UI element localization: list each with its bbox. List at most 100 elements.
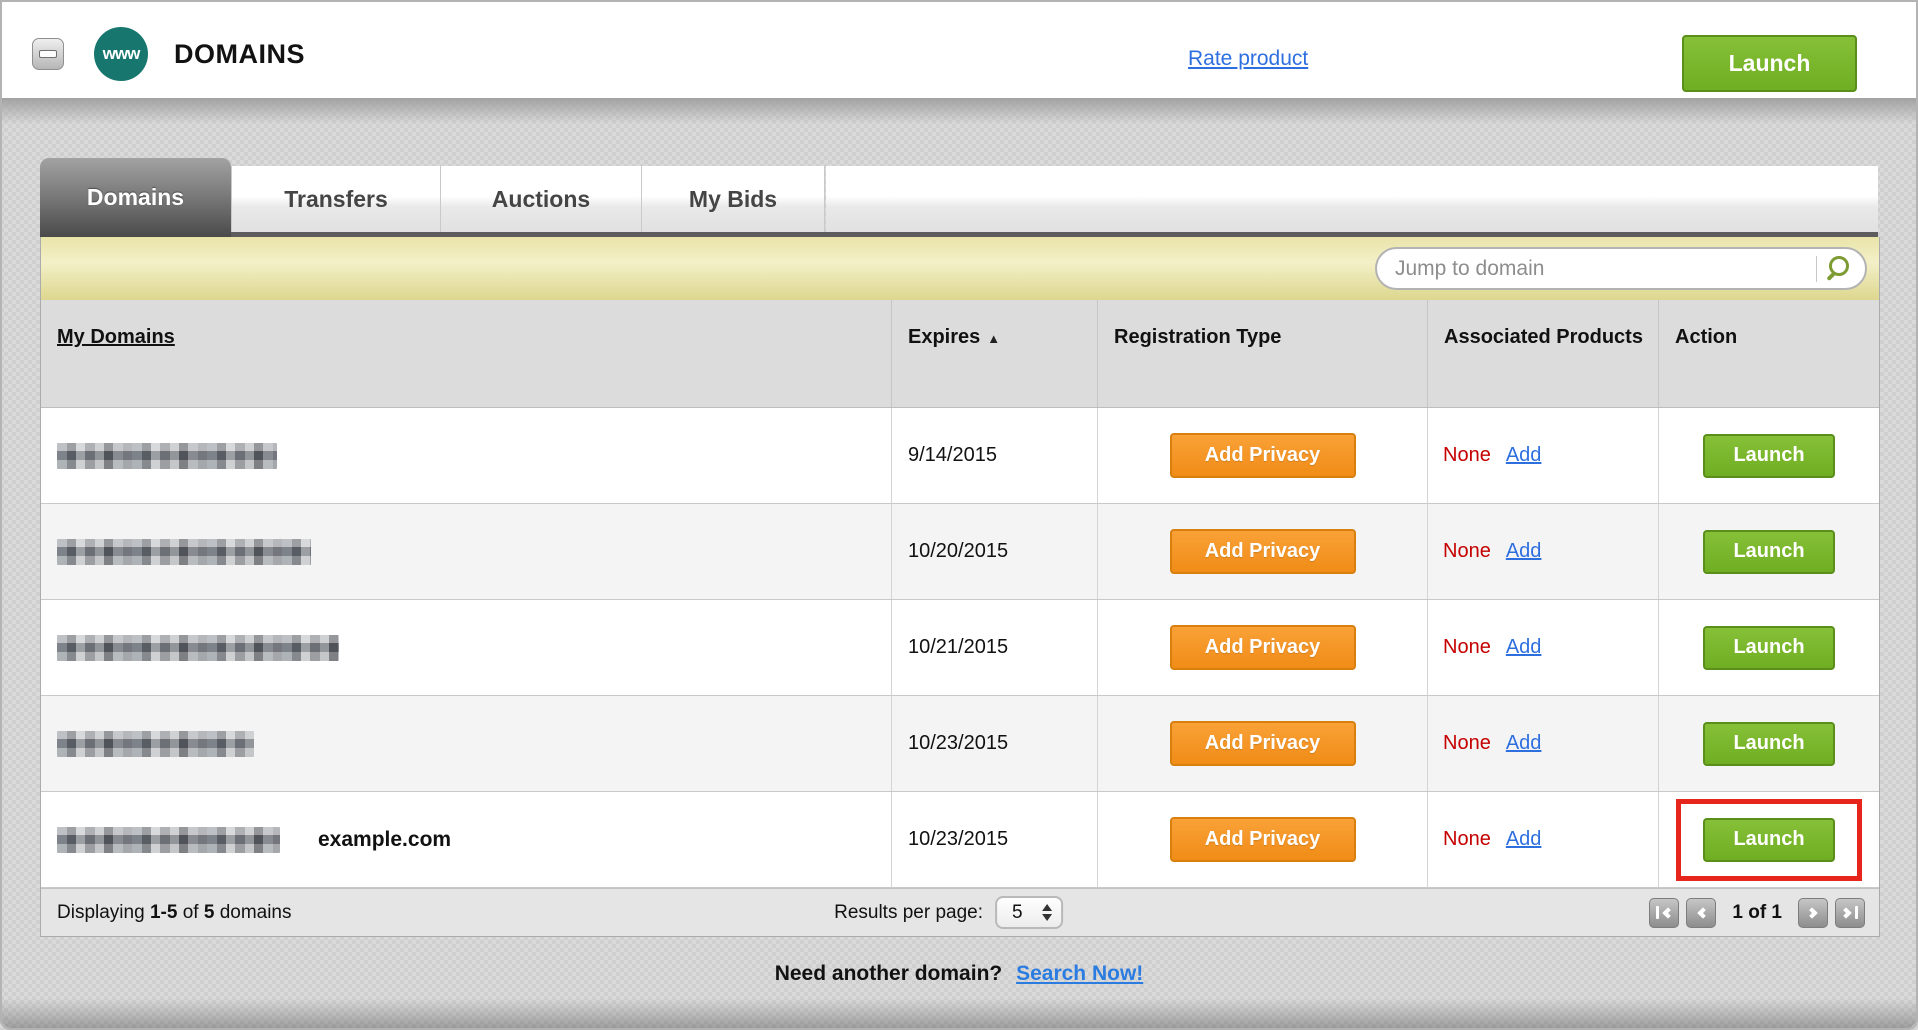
expires-cell: 10/23/2015 [892,696,1098,791]
launch-app-button[interactable]: Launch [1682,35,1857,92]
associated-products-cell: None Add [1428,600,1659,695]
action-cell: Launch [1659,792,1879,887]
column-header-action: Action [1675,326,1738,348]
app-header: www DOMAINS Rate product Launch [2,2,1916,98]
domain-cell [41,600,892,695]
launch-domain-button[interactable]: Launch [1703,433,1835,478]
search-input[interactable] [1377,256,1816,281]
associated-products-value: None [1443,444,1491,466]
registration-type-cell: Add Privacy [1098,504,1428,599]
prev-page-button[interactable] [1686,897,1717,928]
search-now-link[interactable]: Search Now! [1016,962,1144,985]
column-header-my-domains[interactable]: My Domains [41,300,892,407]
associated-products-cell: None Add [1428,696,1659,791]
results-per-page-select[interactable]: 5 [995,896,1064,929]
select-stepper-icon [1042,904,1053,921]
displaying-suffix: domains [219,901,292,923]
displaying-total: 5 [203,901,215,923]
add-privacy-button[interactable]: Add Privacy [1169,625,1356,670]
action-cell: Launch [1659,696,1879,791]
tab-transfers[interactable]: Transfers [231,166,440,232]
launch-domain-button[interactable]: Launch [1703,529,1835,574]
associated-products-value: None [1443,828,1491,850]
displaying-of: of [182,901,199,923]
column-header-associated-products: Associated Products [1428,300,1659,407]
collapse-module-button[interactable] [32,38,64,70]
add-product-link[interactable]: Add [1505,636,1542,658]
associated-products-value: None [1443,540,1491,562]
logo-text: www [102,44,141,63]
add-product-link[interactable]: Add [1505,444,1542,466]
header-shadow [2,98,1916,124]
add-product-link[interactable]: Add [1505,540,1542,562]
column-header-expires[interactable]: Expires ▲ [892,300,1098,407]
add-privacy-button[interactable]: Add Privacy [1169,817,1356,862]
results-per-page: Results per page: 5 [834,896,1064,929]
red-highlight-annotation: Launch [1676,798,1862,881]
add-product-link[interactable]: Add [1505,828,1542,850]
first-page-button[interactable] [1649,897,1680,928]
column-header-registration-type: Registration Type [1098,300,1428,407]
need-domain-note: Need another domain? Search Now! [0,962,1918,986]
last-page-button[interactable] [1835,897,1865,928]
redacted-domain-name [57,826,280,853]
action-cell: Launch [1659,504,1879,599]
results-per-page-label: Results per page: [834,901,984,923]
associated-products-cell: None Add [1428,408,1659,503]
table-row: example.com 10/23/2015 Add Privacy None … [41,792,1879,888]
expires-label: Expires [908,326,981,348]
launch-domain-button-highlighted[interactable]: Launch [1703,817,1835,862]
sort-ascending-icon: ▲ [987,331,1001,346]
search-strip [41,237,1879,300]
domain-cell: example.com [41,792,892,887]
tab-auctions[interactable]: Auctions [440,166,641,232]
add-product-link[interactable]: Add [1505,732,1542,754]
expires-cell: 9/14/2015 [892,408,1098,503]
tab-bar: Domains Transfers Auctions My Bids [40,158,1878,237]
registration-type-cell: Add Privacy [1098,696,1428,791]
my-domains-sort-link[interactable]: My Domains [57,326,175,348]
need-domain-prompt: Need another domain? [774,962,1003,985]
last-page-icon [1840,906,1852,919]
add-privacy-button[interactable]: Add Privacy [1169,721,1356,766]
add-privacy-button[interactable]: Add Privacy [1169,529,1356,574]
rate-product-link[interactable]: Rate product [1188,47,1309,70]
domain-cell [41,696,892,791]
table-row: 10/23/2015 Add Privacy None Add Launch [41,696,1879,792]
redacted-domain-name [57,442,277,469]
search-divider [1816,255,1817,282]
displaying-status: Displaying 1-5 of 5 domains [41,902,292,924]
domain-cell [41,504,892,599]
next-page-button[interactable] [1798,897,1828,928]
table-footer: Displaying 1-5 of 5 domains Results per … [41,888,1879,936]
domains-panel: My Domains Expires ▲ Registration Type As… [40,237,1880,937]
launch-domain-button[interactable]: Launch [1703,721,1835,766]
minus-icon [39,50,57,58]
page-title: DOMAINS [174,39,305,69]
displaying-range: 1-5 [149,901,178,923]
associated-products-cell: None Add [1428,504,1659,599]
tab-my-bids[interactable]: My Bids [641,166,825,232]
action-cell: Launch [1659,600,1879,695]
launch-domain-button[interactable]: Launch [1703,625,1835,670]
redacted-domain-name [57,634,339,661]
tab-domains[interactable]: Domains [40,158,231,237]
prev-page-icon [1697,906,1709,919]
redacted-domain-name [57,538,311,565]
associated-products-cell: None Add [1428,792,1659,887]
displaying-prefix: Displaying [57,901,145,923]
associated-products-value: None [1443,732,1491,754]
add-privacy-button[interactable]: Add Privacy [1169,433,1356,478]
expires-cell: 10/20/2015 [892,504,1098,599]
search-icon[interactable] [1829,255,1849,276]
registration-type-cell: Add Privacy [1098,600,1428,695]
table-row: 10/20/2015 Add Privacy None Add Launch [41,504,1879,600]
registration-type-cell: Add Privacy [1098,408,1428,503]
domains-logo-icon: www [94,27,148,81]
jump-to-domain-search[interactable] [1375,247,1867,290]
table-row: 10/21/2015 Add Privacy None Add Launch [41,600,1879,696]
domain-cell [41,408,892,503]
registration-type-cell: Add Privacy [1098,792,1428,887]
table-header: My Domains Expires ▲ Registration Type As… [41,300,1879,408]
tab-bar-filler [826,166,1878,232]
